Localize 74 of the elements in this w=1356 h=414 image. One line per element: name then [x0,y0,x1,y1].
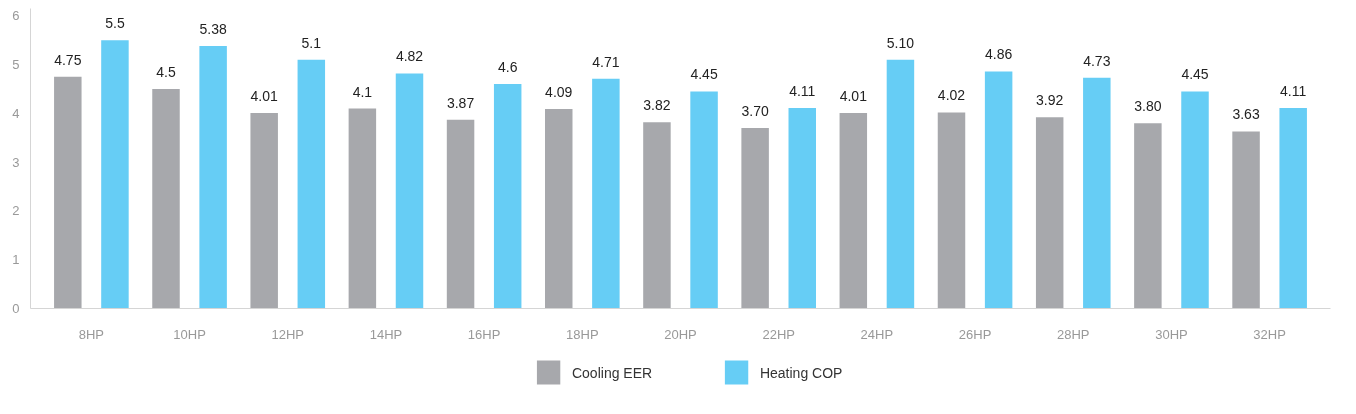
data-label: 3.92 [1036,92,1064,109]
data-label: 5.1 [301,34,322,51]
bar [348,108,377,309]
data-label: 5.5 [105,15,125,32]
y-tick-label: 4 [12,105,20,121]
bar [1181,91,1209,309]
bar [741,128,769,309]
data-label: 3.82 [643,97,671,114]
data-label: 4.71 [592,53,620,70]
x-tick-label: 8HP [78,326,105,342]
data-label: 4.02 [937,87,966,104]
bar [199,46,227,309]
data-label: 4.45 [1181,66,1209,83]
y-tick-label: 5 [12,57,20,73]
bar [1035,117,1064,309]
data-label: 5.38 [199,21,227,38]
bar [788,108,816,309]
bar [592,78,620,309]
x-tick-label: 28HP [1056,326,1090,342]
legend-label: Cooling EER [571,364,653,381]
bar [1232,131,1260,309]
data-label: 4.5 [156,63,176,80]
data-label: 4.6 [497,59,518,76]
x-tick-label: 18HP [566,326,599,342]
y-tick-label: 2 [12,203,20,219]
bar [839,112,868,309]
bar [690,91,718,309]
bar [250,112,278,309]
bar [152,88,180,309]
x-tick-label: 30HP [1155,326,1188,342]
data-label: 3.87 [446,94,475,111]
data-label: 4.09 [545,83,573,100]
data-label: 5.10 [886,34,915,51]
y-tick-label: 1 [12,252,20,268]
data-label: 4.11 [1280,83,1307,100]
x-tick-label: 14HP [369,326,403,342]
bar [643,122,671,309]
data-label: 4.45 [690,66,718,83]
data-label: 4.01 [250,87,279,104]
bar [937,112,966,309]
data-label: 4.75 [54,51,82,68]
y-tick-label: 3 [12,154,20,170]
data-label: 4.73 [1083,52,1111,69]
data-label: 3.80 [1134,98,1162,115]
x-tick-label: 12HP [271,326,305,342]
data-label: 3.70 [741,103,769,120]
data-label: 4.1 [352,83,373,100]
x-tick-label: 20HP [664,326,697,342]
x-tick-label: 16HP [467,326,501,342]
bar [297,59,326,309]
x-tick-label: 10HP [173,326,206,342]
data-label: 4.01 [839,87,868,104]
y-tick-label: 0 [12,301,20,316]
bar [1134,123,1162,309]
bar [446,119,475,309]
bar [101,40,129,309]
bar [545,108,573,309]
x-tick-label: 32HP [1253,326,1286,342]
data-label: 3.63 [1232,106,1260,123]
bar [984,71,1013,309]
x-tick-label: 26HP [958,326,992,342]
x-tick-label: 24HP [860,326,894,342]
bar [1279,108,1307,309]
data-label: 4.82 [395,48,424,65]
y-tick-label: 6 [12,8,20,24]
data-label: 4.11 [789,83,816,100]
bar [886,59,915,309]
bar [54,76,82,309]
bar [493,84,522,309]
bar [1083,77,1111,309]
legend-label: Heating COP [759,364,843,381]
data-label: 4.86 [985,46,1013,63]
bar [395,73,424,309]
x-tick-label: 22HP [762,326,795,342]
